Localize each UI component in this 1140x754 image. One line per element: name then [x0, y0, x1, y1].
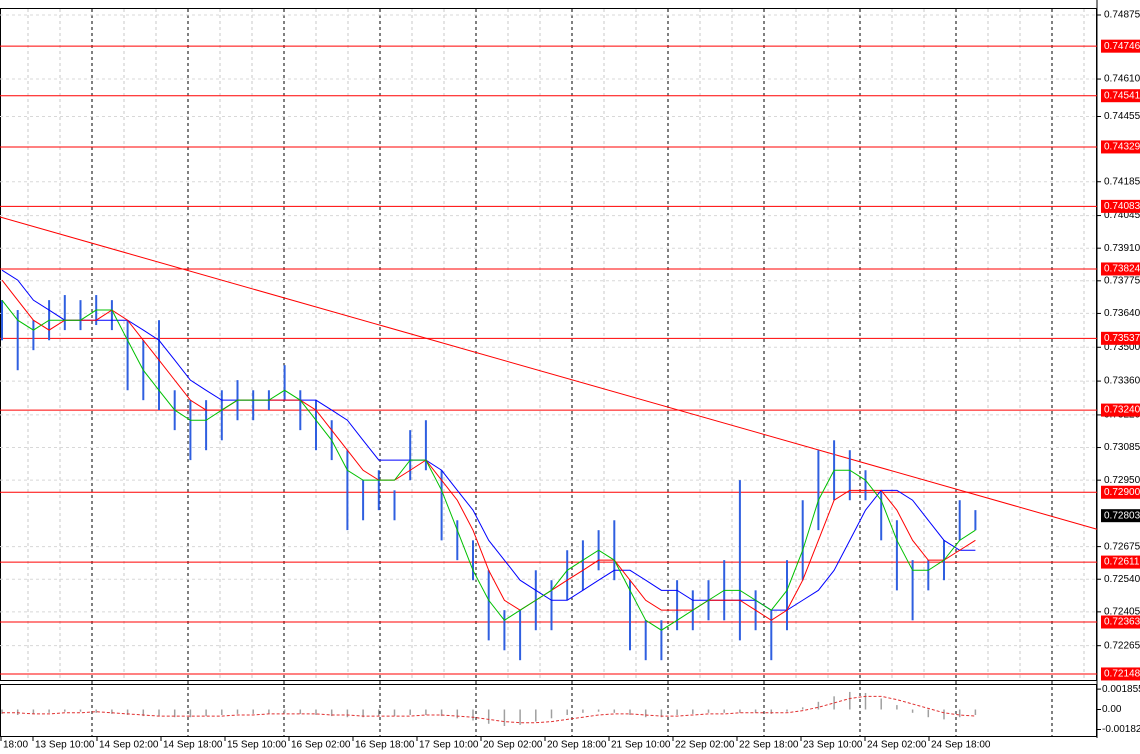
level-label-box — [1101, 262, 1140, 276]
current-price-label: 0.72803 — [1104, 510, 1140, 521]
y-tick-label: 0.74045 — [1104, 210, 1140, 221]
level-label-box — [1101, 667, 1140, 681]
y-tick-label: 0.72540 — [1104, 574, 1140, 585]
x-tick-label: 16 Sep 02:00 — [291, 740, 351, 751]
level-label-box — [1101, 331, 1140, 345]
level-label: 0.74541 — [1104, 90, 1140, 101]
x-tick-label: 20 Sep 02:00 — [483, 740, 543, 751]
level-label-box — [1101, 403, 1140, 417]
level-label-box — [1101, 39, 1140, 53]
x-tick-label: 15 Sep 10:00 — [227, 740, 287, 751]
x-tick-label: 17 Sep 10:00 — [419, 740, 479, 751]
y-tick-label: 0.73085 — [1104, 442, 1140, 453]
y-tick-label: 0.72405 — [1104, 606, 1140, 617]
y-tick-label: 0.72950 — [1104, 475, 1140, 486]
sub-frame — [0, 684, 1097, 737]
level-label: 0.72363 — [1104, 617, 1140, 628]
moving-average — [1, 299, 976, 631]
x-tick-label: 22 Sep 02:00 — [675, 740, 735, 751]
level-label: 0.74746 — [1104, 41, 1140, 52]
level-label: 0.72900 — [1104, 487, 1140, 498]
y-tick-label: 0.74610 — [1104, 74, 1140, 85]
x-tick-label: 24 Sep 18:00 — [931, 740, 991, 751]
level-label-box — [1101, 555, 1140, 569]
level-label-box — [1101, 89, 1140, 103]
x-tick-label: 22 Sep 18:00 — [739, 740, 799, 751]
level-label: 0.72611 — [1104, 557, 1140, 568]
x-tick-label: 13 Sep 10:00 — [35, 740, 95, 751]
x-tick-label: 18:00 — [3, 740, 28, 751]
level-label-box — [1101, 140, 1140, 154]
price-label-box — [1101, 509, 1140, 523]
level-label-box — [1101, 199, 1140, 213]
y-tick-label: 0.73360 — [1104, 376, 1140, 387]
y-tick-label: 0.73775 — [1104, 275, 1140, 286]
signal-line — [2, 695, 976, 724]
x-tick-label: 23 Sep 10:00 — [803, 740, 863, 751]
y-tick-label: 0.00 — [1102, 704, 1122, 715]
y-tick-label: 0.73910 — [1104, 243, 1140, 254]
y-tick-label: 0.74875 — [1104, 10, 1140, 21]
moving-average — [1, 269, 976, 611]
x-tick-label: 14 Sep 18:00 — [163, 740, 223, 751]
x-tick-label: 14 Sep 02:00 — [99, 740, 159, 751]
level-label: 0.73537 — [1104, 333, 1140, 344]
y-tick-label: 0.72265 — [1104, 640, 1140, 651]
y-tick-label: 0.73500 — [1104, 342, 1140, 353]
y-tick-label: 0.73640 — [1104, 308, 1140, 319]
level-label: 0.73824 — [1104, 264, 1140, 275]
x-tick-label: 21 Sep 10:00 — [611, 740, 671, 751]
x-tick-label: 16 Sep 18:00 — [355, 740, 415, 751]
x-tick-label: 20 Sep 18:00 — [547, 740, 607, 751]
x-tick-label: 24 Sep 02:00 — [867, 740, 927, 751]
level-label: 0.74083 — [1104, 201, 1140, 212]
moving-average — [1, 279, 976, 621]
y-tick-label: 0.001855 — [1102, 684, 1140, 695]
trendline — [0, 216, 1098, 530]
y-tick-label: 0.72675 — [1104, 541, 1140, 552]
level-label-box — [1101, 485, 1140, 499]
y-tick-label: 0.74185 — [1104, 176, 1140, 187]
level-label-box — [1101, 615, 1140, 629]
y-tick-label: 0.74455 — [1104, 111, 1140, 122]
y-tick-label: -0.00182 — [1102, 724, 1140, 735]
level-label: 0.72148 — [1104, 669, 1140, 680]
level-label: 0.73240 — [1104, 405, 1140, 416]
level-label: 0.74329 — [1104, 142, 1140, 153]
